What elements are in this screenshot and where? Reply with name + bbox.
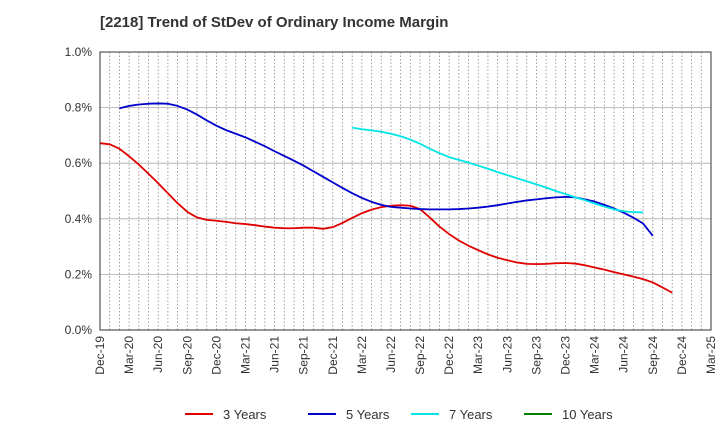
legend-label-1: 5 Years (346, 407, 390, 422)
x-tick-label: Sep-20 (180, 336, 194, 375)
grid-lines (100, 51, 711, 331)
series-line-2 (352, 126, 644, 214)
x-tick-label: Dec-19 (93, 336, 107, 375)
x-tick-label: Sep-24 (646, 336, 660, 375)
x-tick-label: Jun-20 (151, 336, 165, 373)
plot-background (100, 52, 711, 330)
x-tick-label: Dec-22 (442, 336, 456, 375)
x-tick-label: Mar-20 (122, 336, 136, 374)
x-tick-label: Mar-21 (238, 336, 252, 374)
x-tick-label: Mar-25 (704, 336, 718, 374)
x-tick-label: Dec-21 (326, 336, 340, 375)
legend-label-2: 7 Years (449, 407, 493, 422)
x-tick-label: Sep-21 (297, 336, 311, 375)
legend-label-0: 3 Years (223, 407, 267, 422)
x-tick-label: Dec-24 (675, 336, 689, 375)
y-tick-label: 0.6% (65, 156, 93, 170)
x-tick-label: Mar-23 (471, 336, 485, 374)
x-tick-label: Jun-21 (268, 336, 282, 373)
y-tick-label: 0.0% (65, 323, 93, 337)
y-tick-label: 0.4% (65, 212, 93, 226)
x-tick-label: Mar-22 (355, 336, 369, 374)
x-tick-label: Dec-20 (209, 336, 223, 375)
y-tick-label: 0.2% (65, 267, 93, 281)
x-tick-label: Mar-24 (588, 336, 602, 374)
y-tick-label: 0.8% (65, 101, 93, 115)
plot-frame (99, 51, 712, 331)
axis-labels: 0.0% 0.2% 0.4% 0.6% 0.8% 1.0% Dec-19 Mar-20 Jun-… (65, 45, 718, 375)
x-tick-label: Sep-23 (529, 336, 543, 375)
x-tick-label: Dec-23 (559, 336, 573, 375)
x-tick-label: Jun-23 (500, 336, 514, 373)
x-tick-label: Sep-22 (413, 336, 427, 375)
x-tick-label: Jun-22 (384, 336, 398, 373)
chart-title: [2218] Trend of StDev of Ordinary Income… (100, 14, 449, 31)
series-line-1 (119, 102, 654, 237)
y-tick-label: 1.0% (65, 45, 93, 59)
legend: 3 Years 5 Years 7 Years 10 Years (185, 407, 613, 422)
legend-label-3: 10 Years (562, 407, 613, 422)
series-lines (99, 102, 673, 294)
x-tick-label: Jun-24 (617, 336, 631, 373)
